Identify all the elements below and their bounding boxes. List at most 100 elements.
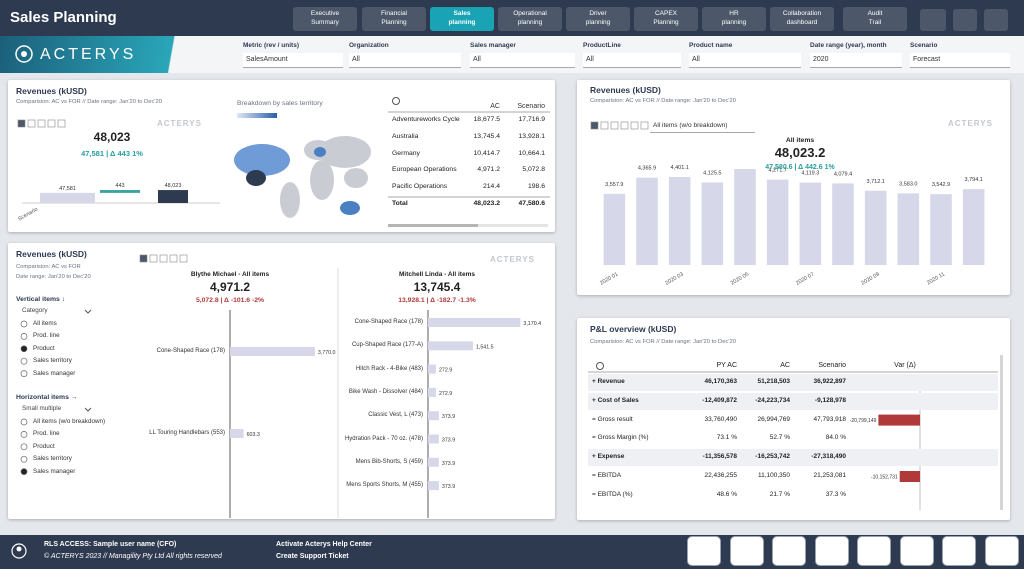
scrollbar-thumb[interactable] <box>388 224 478 227</box>
nav-tab[interactable] <box>634 7 698 31</box>
category-label: Bike Wash - Dissolver (484) <box>348 388 423 395</box>
data-label: 3,794.1 <box>964 177 982 183</box>
panel-title: P&L overview (kUSD) <box>590 324 677 334</box>
radio-label[interactable]: Prod. line <box>33 430 60 438</box>
map-region <box>310 160 334 200</box>
filter-value[interactable]: All <box>352 56 360 63</box>
table-cell: Pacific Operations <box>392 183 448 191</box>
filter-value[interactable]: All <box>692 56 700 63</box>
bar <box>603 193 626 265</box>
nav-icon-button[interactable] <box>900 537 933 565</box>
nav-tab-label[interactable]: Sales <box>453 10 471 17</box>
row-label: + Expense <box>592 453 625 461</box>
radio-label[interactable]: Product <box>33 344 55 352</box>
radio-label[interactable]: Product <box>33 442 55 450</box>
nav-icon-button[interactable] <box>773 537 805 565</box>
radio-label[interactable]: Sales manager <box>33 369 76 377</box>
filter-dropdown[interactable] <box>910 53 1010 68</box>
bar <box>636 177 658 265</box>
nav-tab-label[interactable]: Summary <box>311 19 339 26</box>
nav-tab-label[interactable]: Collaboration <box>782 10 822 17</box>
nav-tab[interactable] <box>843 7 907 31</box>
footer-link[interactable]: Create Support Ticket <box>276 553 349 560</box>
nav-tab-label[interactable]: Driver <box>589 10 607 17</box>
radio-label[interactable]: Sales manager <box>33 467 76 475</box>
nav-tab[interactable] <box>362 7 426 31</box>
kpi-sub: 47,580.6 | Δ 442.6 1% <box>765 164 835 171</box>
nav-tab-label[interactable]: CAPEX <box>654 10 678 17</box>
logo-band <box>0 36 235 73</box>
filter-label: Product name <box>689 42 733 49</box>
nav-tab-label[interactable]: Financial <box>380 10 408 17</box>
nav-tab-label[interactable]: HR <box>729 10 739 17</box>
radio-label[interactable]: All items (w/o breakdown) <box>33 418 106 425</box>
nav-button[interactable] <box>953 9 977 31</box>
table-cell: Germany <box>392 149 420 157</box>
footer-link[interactable]: Activate Acterys Help Center <box>276 541 372 548</box>
nav-button[interactable] <box>984 9 1008 31</box>
radio-label[interactable]: Sales territory <box>33 357 72 365</box>
radio <box>20 320 28 328</box>
data-label: 4,119.3 <box>801 171 819 177</box>
nav-tab-label[interactable]: planning <box>585 19 611 26</box>
nav-button[interactable] <box>920 9 946 31</box>
radio-label[interactable]: Sales territory <box>33 455 72 463</box>
bar <box>766 179 789 265</box>
filter-label: Organization <box>349 42 389 49</box>
category-label: Classic Vest, L (473) <box>368 412 423 419</box>
filter-dropdown[interactable] <box>243 53 343 68</box>
toolbar-icon <box>179 254 188 263</box>
filter-dropdown[interactable] <box>470 53 575 68</box>
row-highlight <box>588 374 998 391</box>
nav-tab-label[interactable]: Operational <box>513 10 547 17</box>
table-cell: 198.6 <box>527 183 545 191</box>
nav-icon-button[interactable] <box>985 537 1018 565</box>
nav-tab-label[interactable]: Planning <box>381 19 407 26</box>
radio <box>20 418 28 426</box>
panel-subtitle: Comparision: AC vs FOR // Date range: Ja… <box>590 98 736 104</box>
table-cell: 33,760,490 <box>704 415 737 423</box>
nav-tab[interactable] <box>293 7 357 31</box>
row-highlight <box>588 449 998 467</box>
nav-icon-button[interactable] <box>858 537 890 565</box>
nav-tab[interactable] <box>566 7 630 31</box>
filter-value[interactable]: All <box>473 56 481 63</box>
filter-value[interactable]: SalesAmount <box>246 56 288 63</box>
nav-icon-button[interactable] <box>815 537 848 565</box>
radio-label[interactable]: Prod. line <box>33 332 60 340</box>
nav-tab[interactable] <box>702 7 766 31</box>
nav-tab-label[interactable]: Trail <box>868 19 882 26</box>
nav-tab-label[interactable]: Executive <box>310 10 340 17</box>
filter-dropdown[interactable] <box>583 53 681 68</box>
nav-tab[interactable] <box>770 7 834 31</box>
filter-dropdown[interactable] <box>349 53 461 68</box>
filter-value[interactable]: 2020 <box>813 56 829 63</box>
data-label: 1,541.5 <box>476 344 494 350</box>
nav-tab-label[interactable]: planning <box>721 19 747 26</box>
nav-tab-label[interactable]: Planning <box>653 19 679 26</box>
dropdown-value[interactable]: All items (w/o breakdown) <box>653 122 728 129</box>
selector-value[interactable]: Small multiple <box>22 405 62 412</box>
radio-label[interactable]: All items <box>33 320 57 327</box>
nav-tab-label[interactable]: planning <box>448 19 476 26</box>
nav-tab-label[interactable]: dashboard <box>786 19 818 26</box>
nav-tab-label[interactable]: Audit <box>867 10 883 17</box>
nav-tab[interactable] <box>430 7 494 31</box>
table-cell: 10,664.1 <box>518 149 545 157</box>
table-cell: 36,922,897 <box>813 378 846 385</box>
dropdown[interactable] <box>650 120 755 133</box>
nav-tab-label[interactable]: planning <box>517 19 543 26</box>
nav-icon-button[interactable] <box>688 537 720 565</box>
filter-value[interactable]: All <box>586 56 594 63</box>
nav-icon-button[interactable] <box>943 537 975 565</box>
table-cell: 5,072.8 <box>522 166 545 174</box>
x-tick-label: Scenario <box>17 207 39 223</box>
radio <box>20 333 28 340</box>
selector-value[interactable]: Category <box>22 307 48 314</box>
nav-tab[interactable] <box>498 7 562 31</box>
filter-value[interactable]: Forecast <box>913 56 941 63</box>
nav-icon-button[interactable] <box>730 537 763 565</box>
toolbar-icon <box>610 121 619 130</box>
filter-dropdown[interactable] <box>689 53 801 68</box>
filter-dropdown[interactable] <box>810 53 902 68</box>
